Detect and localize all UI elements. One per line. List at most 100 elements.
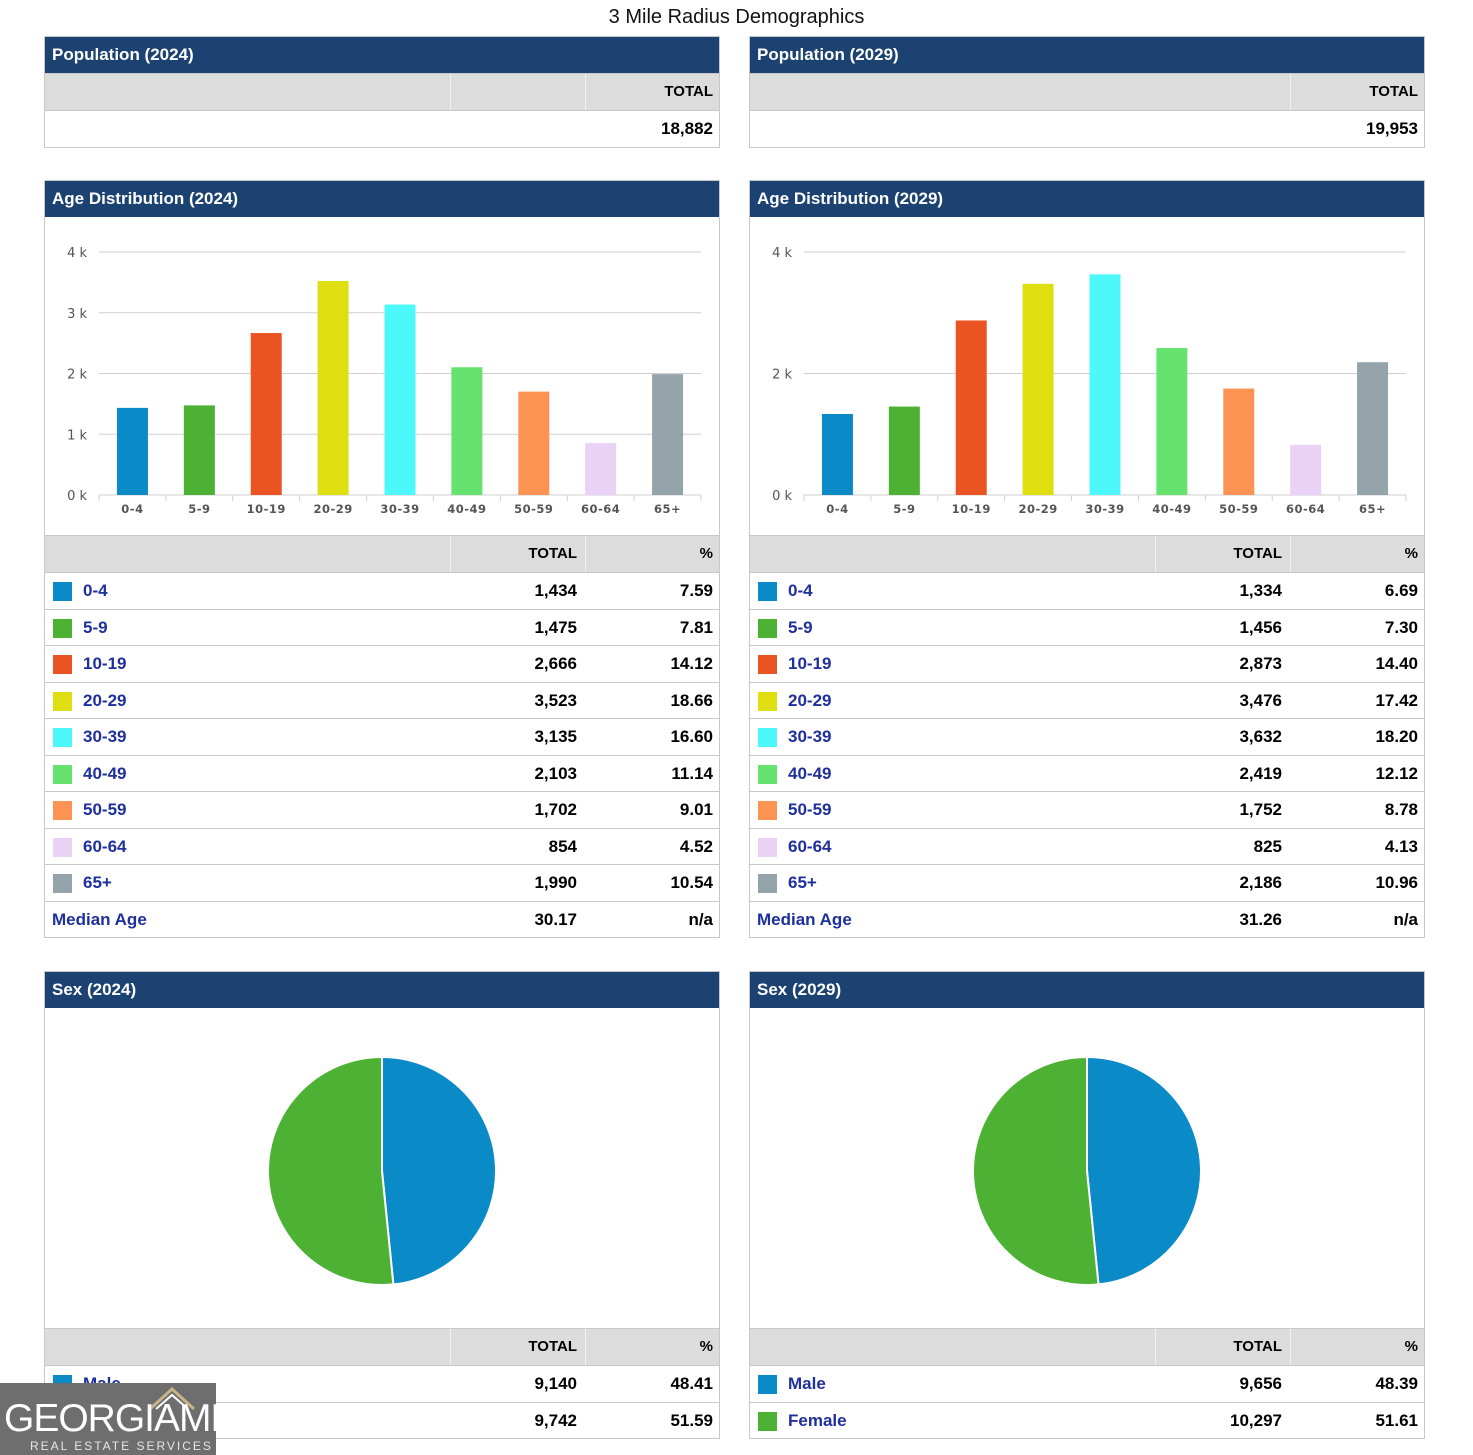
sex-2029-panel: Sex (2029) TOTAL % Male 9,656 48.39 Female 1…: [749, 971, 1425, 1439]
table-row: 40-49 2,103 11.14: [45, 754, 719, 792]
median-age-label[interactable]: Median Age: [52, 909, 147, 929]
table-row: 30-39 3,632 18.20: [750, 718, 1424, 755]
bar-30-39[interactable]: [384, 304, 416, 495]
row-percent: 48.41: [670, 1374, 713, 1393]
bar-0-4[interactable]: [821, 413, 853, 495]
panel-title: Population (2029): [750, 37, 1424, 73]
bar-65+[interactable]: [652, 374, 684, 495]
pie-slice-female[interactable]: [972, 1055, 1100, 1286]
bar-60-64[interactable]: [1290, 444, 1322, 495]
bar-10-19[interactable]: [955, 320, 987, 495]
bar-0-4[interactable]: [116, 407, 148, 495]
row-total: 854: [548, 836, 577, 856]
bar-50-59[interactable]: [518, 391, 550, 495]
bar-60-64[interactable]: [585, 443, 617, 495]
row-label-link[interactable]: 5-9: [788, 617, 813, 637]
legend-swatch: [758, 837, 777, 857]
y-tick-label: 0 k: [772, 489, 792, 504]
sex-2029-pie-chart: [972, 1055, 1202, 1286]
median-age-label[interactable]: Median Age: [757, 909, 852, 929]
row-total: 1,456: [1239, 617, 1282, 637]
table-row: 5-9 1,475 7.81: [45, 608, 719, 646]
row-label-link[interactable]: 20-29: [788, 690, 832, 710]
x-tick-label: 0-4: [121, 502, 143, 516]
bar-20-29[interactable]: [1022, 283, 1054, 495]
table-row: 18,882: [45, 110, 719, 147]
x-tick-label: 50-59: [514, 502, 553, 516]
legend-swatch: [758, 655, 777, 674]
table-row: Male 9,656 48.39: [750, 1365, 1424, 1402]
row-label-link[interactable]: 60-64: [83, 836, 127, 856]
row-total: 825: [1253, 836, 1282, 856]
logo-subtext: REAL ESTATE SERVICES: [30, 1439, 213, 1453]
row-total: 9,656: [1239, 1374, 1282, 1393]
x-tick-label: 5-9: [893, 502, 915, 516]
age-2029-bar-chart: 0 k 2 k 4 k 0-4 5-9 10-19 20-29 30-39 40-49 50-59…: [772, 246, 1407, 516]
pie-slice-male[interactable]: [1086, 1055, 1202, 1286]
table-row: 40-49 2,419 12.12: [750, 754, 1424, 792]
x-tick-label: 40-49: [1152, 502, 1191, 516]
row-percent: 7.81: [679, 617, 713, 637]
pie-slice-female[interactable]: [267, 1055, 395, 1286]
row-label-link[interactable]: Female: [788, 1410, 847, 1430]
row-total: 3,523: [534, 690, 577, 710]
bar-20-29[interactable]: [317, 280, 349, 495]
house-roof-icon: [148, 1386, 196, 1411]
row-label-link[interactable]: 20-29: [83, 690, 127, 710]
row-label-link[interactable]: 0-4: [83, 581, 108, 600]
row-total: 1,475: [534, 617, 577, 637]
row-label-link[interactable]: Male: [788, 1374, 826, 1393]
row-percent: 7.59: [679, 581, 713, 600]
table-row: 0-4 1,434 7.59: [45, 572, 719, 609]
row-total: 1,334: [1239, 581, 1282, 600]
row-label-link[interactable]: 5-9: [83, 617, 108, 637]
row-label-link[interactable]: 40-49: [788, 763, 832, 783]
age-2029-chart: 0 k 2 k 4 k 0-4 5-9 10-19 20-29 30-39 40-49 50-59…: [750, 217, 1424, 535]
row-label-link[interactable]: 50-59: [788, 800, 832, 819]
bar-5-9[interactable]: [888, 406, 920, 495]
row-label-link[interactable]: 60-64: [788, 836, 832, 856]
total-header: TOTAL: [1233, 545, 1282, 562]
row-label-link[interactable]: 30-39: [83, 727, 127, 746]
bar-30-39[interactable]: [1089, 274, 1121, 495]
median-age-pct: n/a: [688, 909, 713, 929]
row-label-link[interactable]: 0-4: [788, 581, 813, 600]
bar-50-59[interactable]: [1223, 388, 1255, 495]
row-label-link[interactable]: 50-59: [83, 800, 127, 819]
table-row: 50-59 1,752 8.78: [750, 791, 1424, 828]
bar-5-9[interactable]: [183, 405, 215, 495]
row-total: 2,186: [1239, 873, 1282, 892]
median-age-value: 30.17: [534, 909, 577, 929]
x-tick-label: 30-39: [1085, 502, 1124, 516]
y-tick-label: 0 k: [67, 489, 87, 504]
bar-40-49[interactable]: [451, 367, 483, 495]
age-2029-rows: 0-4 1,334 6.69 5-9 1,456 7.30 10-19 2,873 14.40 2…: [750, 572, 1424, 901]
row-label-link[interactable]: 10-19: [788, 654, 832, 673]
bar-65+[interactable]: [1357, 362, 1389, 495]
population-total: 19,953: [1366, 119, 1418, 138]
pie-slice-male[interactable]: [381, 1055, 497, 1286]
row-total: 2,103: [534, 763, 577, 783]
table-row: 0-4 1,334 6.69: [750, 572, 1424, 609]
table-row: 20-29 3,476 17.42: [750, 681, 1424, 719]
table-row: 19,953: [750, 110, 1424, 147]
row-percent: 16.60: [670, 727, 713, 746]
percent-header: %: [699, 1338, 713, 1355]
row-total: 3,476: [1239, 690, 1282, 710]
row-label-link[interactable]: 65+: [788, 873, 817, 892]
table-header: TOTAL %: [750, 535, 1424, 572]
row-total: 1,702: [534, 800, 577, 819]
row-percent: 6.69: [1384, 581, 1418, 600]
row-label-link[interactable]: 30-39: [788, 727, 832, 746]
panel-title: Age Distribution (2029): [750, 181, 1424, 217]
row-label-link[interactable]: 65+: [83, 873, 112, 892]
bar-40-49[interactable]: [1156, 348, 1188, 495]
bar-10-19[interactable]: [250, 333, 282, 495]
row-label-link[interactable]: 40-49: [83, 763, 127, 783]
row-percent: 7.30: [1384, 617, 1418, 637]
row-total: 9,742: [534, 1410, 577, 1430]
row-label-link[interactable]: 10-19: [83, 654, 127, 673]
y-tick-label: 2 k: [772, 368, 792, 383]
table-row: 20-29 3,523 18.66: [45, 681, 719, 719]
